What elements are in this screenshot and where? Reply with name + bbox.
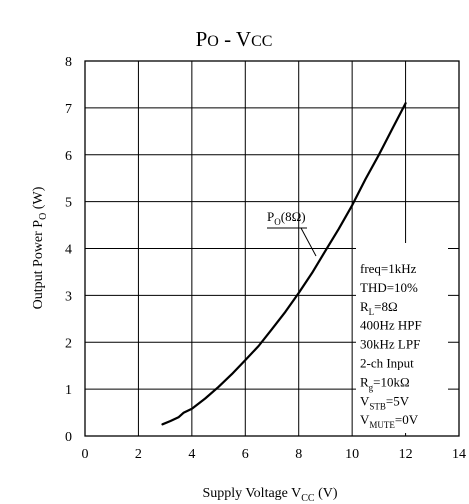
y-tick-label: 0 (65, 430, 72, 445)
y-tick-label: 8 (65, 55, 72, 70)
condition-line: VMUTE=0V (360, 412, 419, 430)
condition-line: VSTB=5V (360, 393, 410, 411)
x-tick-label: 8 (295, 447, 302, 462)
y-tick-label: 3 (65, 289, 72, 304)
condition-line: RL=8Ω (360, 299, 398, 317)
y-tick-label: 7 (65, 102, 72, 117)
condition-line: 30kHz LPF (360, 337, 420, 352)
plot-frame (84, 60, 460, 437)
condition-line: Rg=10kΩ (360, 374, 410, 392)
condition-line: THD=10% (360, 280, 418, 295)
y-tick-label: 2 (65, 336, 72, 351)
y-tick-label: 4 (65, 243, 72, 258)
series-label-text: PO(8Ω) (267, 209, 306, 227)
conditions-box (356, 243, 448, 433)
axes (84, 60, 460, 437)
x-tick-label: 6 (242, 447, 249, 462)
x-tick-label: 10 (345, 447, 359, 462)
series-label-leader (300, 227, 317, 257)
series-label: PO(8Ω) (267, 209, 317, 257)
x-tick-label: 12 (399, 447, 413, 462)
y-tick-label: 6 (65, 149, 72, 164)
y-axis-label: Output Power PO (W) (31, 186, 49, 309)
x-tick-label: 4 (188, 447, 195, 462)
condition-line: freq=1kHz (360, 261, 417, 276)
chart-title: PO - VCC (196, 27, 273, 51)
x-tick-label: 0 (82, 447, 89, 462)
y-tick-label: 1 (65, 383, 72, 398)
series-line (161, 102, 407, 426)
condition-line: 2-ch Input (360, 356, 414, 371)
x-axis-label: Supply Voltage VCC (V) (202, 486, 337, 504)
y-tick-label: 5 (65, 196, 72, 211)
condition-line: 400Hz HPF (360, 318, 422, 333)
x-tick-label: 2 (135, 447, 142, 462)
x-tick-label: 14 (452, 447, 466, 462)
data-series (161, 102, 407, 426)
